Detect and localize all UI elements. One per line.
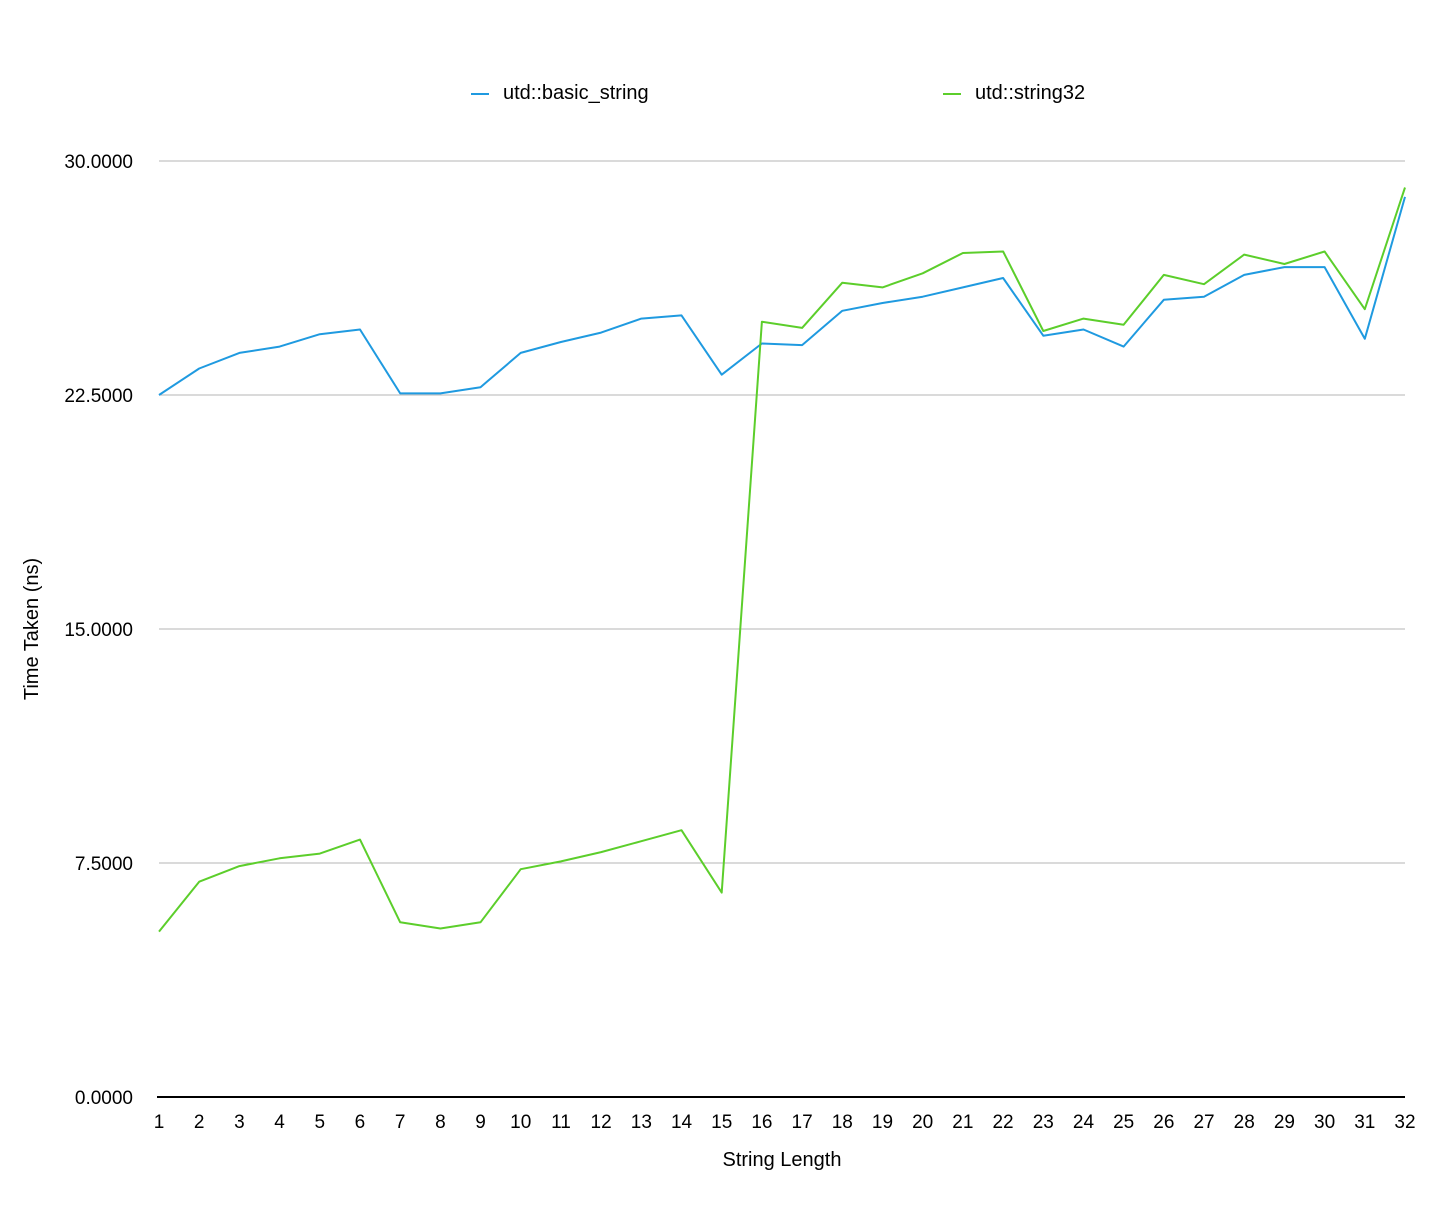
x-tick-label: 6 <box>355 1112 366 1133</box>
y-tick-label: 7.5000 <box>75 854 133 875</box>
y-tick-label: 30.0000 <box>64 152 133 173</box>
x-tick-label: 18 <box>832 1112 853 1133</box>
x-tick-label: 11 <box>551 1112 571 1133</box>
x-tick-label: 5 <box>314 1112 325 1133</box>
x-tick-label: 31 <box>1354 1112 1375 1133</box>
series-lines <box>158 187 1406 933</box>
y-axis-title: Time Taken (ns) <box>21 558 43 700</box>
legend-swatch-string32 <box>943 92 961 95</box>
x-tick-label: 14 <box>671 1112 693 1133</box>
x-tick-label: 4 <box>274 1112 285 1133</box>
x-tick-label: 30 <box>1314 1112 1335 1133</box>
x-tick-label: 9 <box>475 1112 486 1133</box>
legend-item-string32: utd::string32 <box>943 82 1085 105</box>
x-tick-label: 15 <box>711 1112 732 1133</box>
series-line-string32 <box>158 187 1406 933</box>
x-tick-label: 12 <box>591 1112 612 1133</box>
x-tick-label: 16 <box>751 1112 772 1133</box>
x-tick-label: 25 <box>1113 1112 1134 1133</box>
legend-item-basic-string: utd::basic_string <box>471 82 649 105</box>
x-tick-label: 1 <box>154 1112 165 1133</box>
y-tick-label: 22.5000 <box>64 386 133 407</box>
x-tick-label: 28 <box>1234 1112 1255 1133</box>
x-axis-ticks: 1 2 3 4 5 6 7 8 9 10 11 12 13 14 15 16 17 18 19 20 21 22 23 24 2… <box>154 1112 1416 1133</box>
x-tick-label: 10 <box>510 1112 531 1133</box>
x-tick-label: 13 <box>631 1112 652 1133</box>
x-tick-label: 17 <box>792 1112 813 1133</box>
y-tick-label: 0.0000 <box>75 1088 133 1109</box>
x-tick-label: 2 <box>194 1112 205 1133</box>
y-axis-ticks: 0.0000 7.5000 15.0000 22.5000 30.0000 <box>64 152 133 1109</box>
x-tick-label: 32 <box>1394 1112 1415 1133</box>
legend-label-string32: utd::string32 <box>975 82 1086 104</box>
x-tick-label: 7 <box>395 1112 406 1133</box>
x-tick-label: 23 <box>1033 1112 1054 1133</box>
x-tick-label: 26 <box>1153 1112 1174 1133</box>
gridlines <box>159 160 1405 864</box>
series-line-basic-string <box>158 196 1406 396</box>
x-tick-label: 21 <box>952 1112 973 1133</box>
y-tick-label: 15.0000 <box>64 620 133 641</box>
x-tick-label: 20 <box>912 1112 933 1133</box>
x-tick-label: 3 <box>234 1112 245 1133</box>
x-tick-label: 29 <box>1274 1112 1295 1133</box>
x-tick-label: 24 <box>1073 1112 1095 1133</box>
legend-label-basic-string: utd::basic_string <box>503 82 649 104</box>
legend-swatch-basic-string <box>471 92 489 95</box>
x-tick-label: 8 <box>435 1112 446 1133</box>
x-tick-label: 19 <box>872 1112 893 1133</box>
x-axis-title: String Length <box>723 1149 842 1171</box>
x-tick-label: 27 <box>1193 1112 1214 1133</box>
x-tick-label: 22 <box>992 1112 1013 1133</box>
